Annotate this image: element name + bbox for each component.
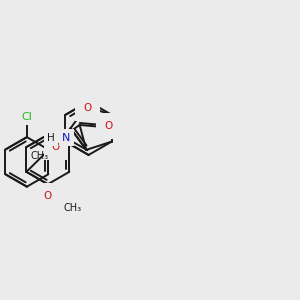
Text: O: O xyxy=(104,121,112,131)
Text: Cl: Cl xyxy=(21,112,32,122)
Text: CH₃: CH₃ xyxy=(64,203,82,213)
Text: N: N xyxy=(62,133,70,142)
Text: O: O xyxy=(44,191,52,201)
Text: O: O xyxy=(52,142,60,152)
Text: CH₃: CH₃ xyxy=(31,152,49,161)
Text: H: H xyxy=(47,133,55,142)
Text: O: O xyxy=(83,103,92,112)
